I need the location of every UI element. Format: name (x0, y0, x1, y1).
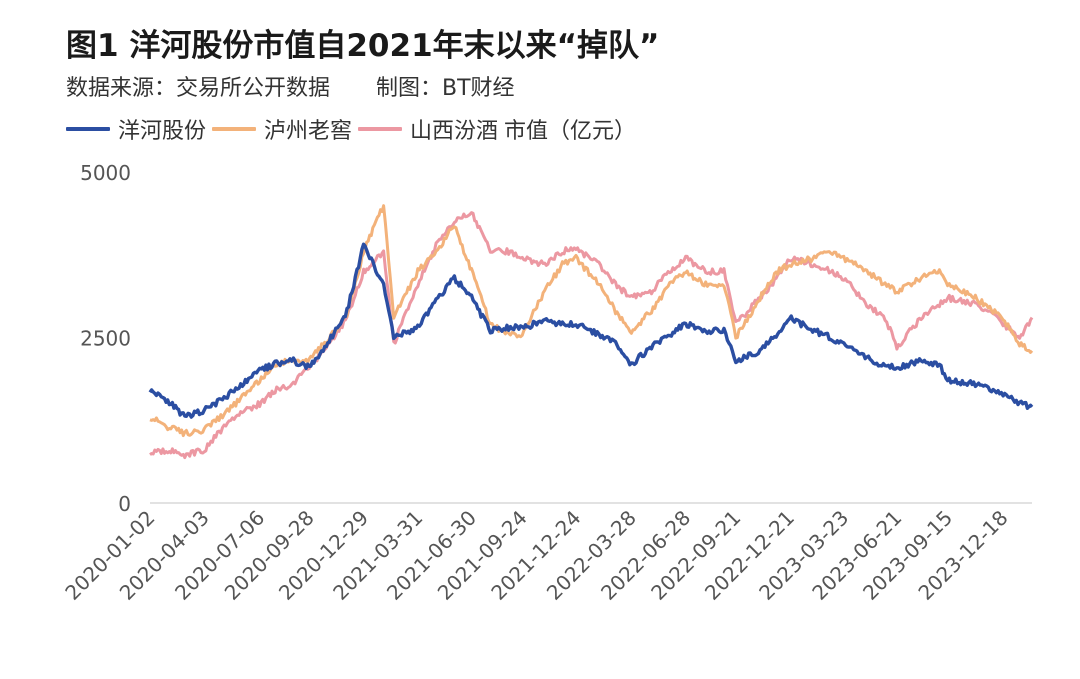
y-tick-label: 5000 (80, 161, 131, 185)
series-line-luzhou (149, 204, 1034, 438)
legend-item-luzhou: 泸州老窖 (212, 113, 352, 145)
series-line-yanghe (148, 242, 1034, 419)
legend-item-fenjiu: 山西汾酒 市值（亿元） (358, 113, 636, 145)
source-line: 数据来源：交易所公开数据 制图：BT财经 (66, 70, 515, 102)
legend-label-luzhou: 泸州老窖 (264, 119, 353, 144)
legend-label-yanghe: 洋河股份 (118, 119, 207, 144)
legend-swatch-yanghe (66, 127, 110, 131)
chart-credit-label: 制图：BT财经 (376, 76, 515, 101)
legend-item-yanghe: 洋河股份 (66, 113, 206, 145)
chart-title: 图1 洋河股份市值自2021年末以来“掉队” (66, 28, 660, 64)
legend-label-fenjiu: 山西汾酒 (410, 119, 499, 144)
legend-swatch-luzhou (212, 127, 257, 131)
legend-unit-label: 市值（亿元） (504, 119, 637, 144)
legend-swatch-fenjiu (358, 127, 403, 131)
series-line-fenjiu (149, 211, 1034, 460)
data-source-label: 数据来源：交易所公开数据 (66, 76, 331, 101)
y-tick-label: 2500 (80, 327, 131, 351)
legend: 洋河股份 泸州老窖 山西汾酒 市值（亿元） (66, 113, 642, 145)
y-tick-label: 0 (118, 492, 131, 516)
